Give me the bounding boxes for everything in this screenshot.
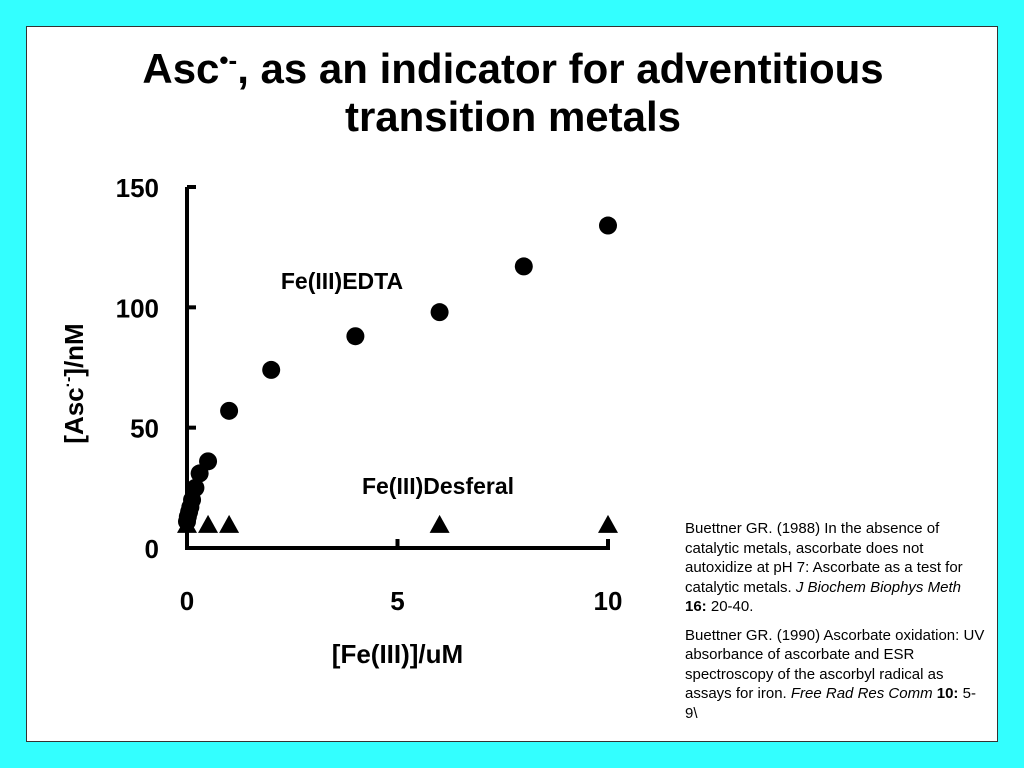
reference-2-journal: Free Rad Res Comm — [790, 685, 933, 702]
x-tick-label-5: 5 — [390, 586, 404, 616]
reference-2: Buettner GR. (1990) Ascorbate oxidation:… — [685, 626, 985, 724]
reference-1-pages: 20-40. — [706, 598, 754, 615]
edta-point — [262, 360, 281, 379]
title-suffix: , as an indicator for adventitious — [237, 45, 884, 92]
y-tick-label-150: 150 — [116, 173, 159, 203]
reference-1-text: Buettner GR. (1988) In the absence of ca… — [685, 520, 963, 596]
desferal-point — [177, 514, 197, 533]
reference-1: Buettner GR. (1988) In the absence of ca… — [685, 519, 985, 617]
y-tick-label-50: 50 — [130, 414, 159, 444]
series-label-desferal: Fe(III)Desferal — [362, 473, 514, 499]
edta-point — [430, 303, 449, 322]
desferal-point — [198, 514, 219, 533]
references: Buettner GR. (1988) In the absence of ca… — [685, 519, 985, 732]
reference-2-volume: 10: — [936, 685, 959, 702]
desferal-point — [429, 514, 450, 533]
reference-1-journal: J Biochem Biophys Meth — [795, 578, 961, 596]
reference-2-pages: 5-9\ — [685, 685, 976, 722]
y-tick-label-100: 100 — [116, 293, 159, 323]
x-tick-label-10: 10 — [594, 586, 623, 616]
chart-ticks — [185, 185, 610, 550]
y-axis-label: [Asc·-]/nM — [59, 323, 89, 443]
slide-title: Asc•-, as an indicator for adventitious … — [27, 45, 999, 141]
chart-marks — [177, 216, 618, 533]
x-tick-label-0: 0 — [180, 586, 194, 616]
edta-point — [220, 401, 239, 420]
desferal-point — [219, 514, 240, 533]
reference-2-text: Buettner GR. (1990) Ascorbate oxidation:… — [685, 626, 985, 703]
title-line2: transition metals — [344, 93, 682, 140]
chart-labels: 0 50 100 150 0 5 10 [Fe(III)]/uM [Asc·-]/nM Fe(II… — [59, 173, 622, 669]
edta-point — [599, 216, 617, 235]
x-axis-label: [Fe(III)]/uM — [332, 639, 463, 669]
scatter-chart: 0 50 100 150 0 5 10 [Fe(III)]/uM [Asc·-]/nM Fe(II… — [59, 173, 622, 669]
reference-1-volume: 16: — [685, 598, 707, 615]
series-label-edta: Fe(III)EDTA — [281, 268, 403, 294]
edta-point — [186, 478, 205, 497]
title-superscript: •- — [219, 45, 238, 75]
slide-panel: Asc•-, as an indicator for adventitious … — [26, 26, 998, 742]
edta-point — [199, 452, 218, 471]
title-prefix: Asc — [142, 45, 220, 92]
desferal-point — [598, 514, 618, 533]
y-tick-label-0: 0 — [145, 534, 159, 564]
edta-point — [514, 257, 533, 276]
edta-point — [346, 327, 365, 346]
